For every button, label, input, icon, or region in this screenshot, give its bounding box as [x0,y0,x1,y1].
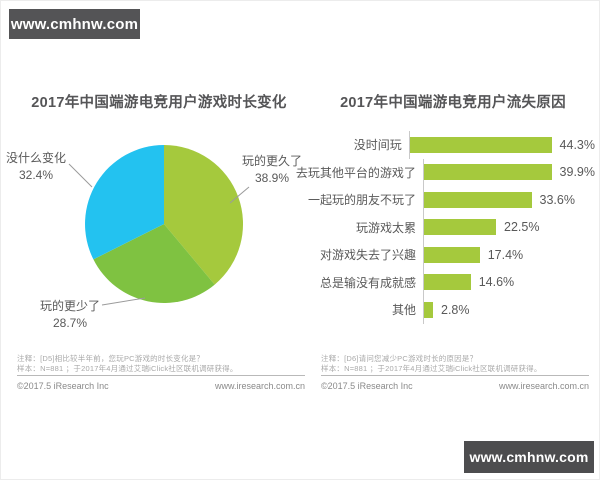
pie-chart-footer: 注释：[D5]相比较半年前，您玩PC游戏的时长变化是？ 样本：N=881 ；于2… [17,354,305,391]
bar-track: 2.8% [423,296,595,324]
bar-category-label: 其他 [391,303,416,318]
bar-track: 39.9% [422,158,595,186]
footer-divider [321,375,589,376]
pie-note-line1: 注释：[D5]相比较半年前，您玩PC游戏的时长变化是？ [17,354,205,363]
bar-row: 去玩其他平台的游戏了 39.9% [293,158,595,186]
bar-category-label: 去玩其他平台的游戏了 [295,165,416,180]
bar-note-line1: 注释：[D6]请问您减少PC游戏时长的原因是？ [321,354,478,363]
bar-value-label: 33.6% [539,192,575,207]
bar [424,301,433,318]
bar-track: 22.5% [423,213,595,241]
bar-value-label: 22.5% [504,220,540,235]
bar-value-label: 2.8% [441,302,470,317]
pie-slice-0 [164,145,244,285]
iresearch-copyright: ©2017.5 iResearch Inc [17,381,109,391]
bar-row: 玩游戏太累 22.5% [293,213,595,241]
bar-value-label: 17.4% [487,247,524,262]
bar-track: 14.6% [423,268,595,296]
bar-row: 对游戏失去了兴趣 17.4% [293,241,595,269]
bar [424,191,532,208]
bar-track: 17.4% [423,241,595,269]
footer-divider [17,375,305,376]
bar-track: 33.6% [423,186,595,214]
bar-row: 一起玩的朋友不玩了 33.6% [293,186,595,214]
bar-chart-title: 2017年中国端游电竞用户流失原因 [340,95,566,111]
bar-value-label: 44.3% [559,137,595,152]
bar [423,164,552,181]
iresearch-website: www.iresearch.com.cn [498,381,589,391]
watermark-url: www.cmhnw.com [10,15,139,33]
bar-category-label: 对游戏失去了兴趣 [319,248,416,263]
pie-label-2: 没什么变化 32.4% [4,150,68,184]
pie-label-text: 玩的更少了 [39,299,100,313]
bar-value-label: 39.9% [559,165,595,180]
bar-category-label: 总是输没有成就感 [319,275,416,290]
pie-leader-line-0 [229,186,250,204]
pie-label-0: 玩的更久了 38.9% [239,153,305,187]
iresearch-website: www.iresearch.com.cn [214,381,305,391]
pie-note-line2: 样本：N=881 ；于2017年4月通过艾瑞iClick社区联机调研获得。 [17,363,238,373]
pie-slice-2 [85,145,164,260]
bar [409,136,552,153]
watermark-banner-top: www.cmhnw.com [9,9,140,39]
bar-note-line2: 样本：N=881 ；于2017年4月通过艾瑞iClick社区联机调研获得。 [321,363,542,373]
bar-row: 没时间玩 44.3% [293,131,595,159]
bar-track: 44.3% [408,131,595,159]
bar [424,246,480,263]
pie-label-text: 玩的更久了 [241,154,302,168]
watermark-url: www.cmhnw.com [469,449,589,465]
pie-label-value: 32.4% [18,168,54,182]
bar-row: 总是输没有成就感 14.6% [293,268,595,296]
bar-chart: 没时间玩 44.3% 去玩其他平台的游戏了 39.9% 一起玩的朋友不玩了 33.6% 玩游… [293,131,595,324]
bar-category-label: 没时间玩 [353,138,402,153]
bar [424,219,496,236]
bar-chart-footer: 注释：[D6]请问您减少PC游戏时长的原因是？ 样本：N=881 ；于2017年… [321,354,589,391]
bar-category-label: 玩游戏太累 [355,220,416,235]
pie-label-value: 28.7% [52,316,88,330]
bar-value-label: 14.6% [478,275,515,290]
pie-label-value: 38.9% [254,171,290,185]
pie-leader-line-2 [68,163,93,188]
pie-chart [68,145,250,306]
pie-label-text: 没什么变化 [5,151,66,165]
pie-leader-line-1 [101,297,146,306]
pie-slice-1 [93,224,215,303]
iresearch-copyright: ©2017.5 iResearch Inc [321,381,413,391]
bar [424,274,471,291]
bar-row: 其他 2.8% [293,296,595,324]
watermark-banner-bottom: www.cmhnw.com [464,441,594,473]
pie-label-1: 玩的更少了 28.7% [39,298,101,332]
pie-chart-title: 2017年中国端游电竞用户游戏时长变化 [31,95,287,111]
bar-category-label: 一起玩的朋友不玩了 [307,193,416,208]
